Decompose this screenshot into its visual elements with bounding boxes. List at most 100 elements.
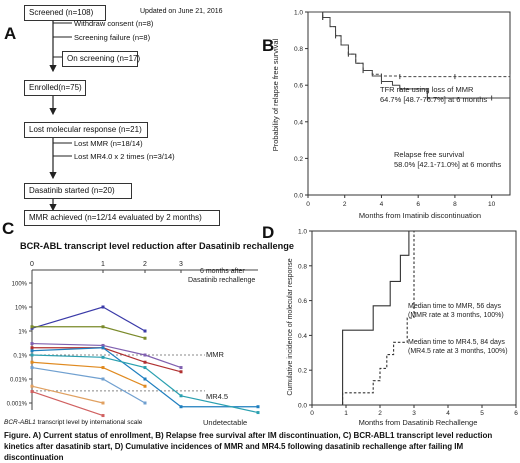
c-x-end-line1: 6 months after <box>200 268 245 275</box>
c-patient-point <box>101 366 105 370</box>
b-tfr-line2: 64.7% [48.7-76.7%] at 6 months <box>380 95 487 104</box>
d-mr45-curve <box>312 230 516 406</box>
enrolled-box: Enrolled(n=75) <box>24 80 86 96</box>
c-patient-point <box>143 384 147 388</box>
lost-mr4: Lost MR4.0 x 2 times (n=3/14) <box>74 152 175 161</box>
c-footnote: BCR-ABL1 transcript level by internation… <box>4 419 142 426</box>
c-xtick-label: 0 <box>30 261 34 268</box>
b-ytick-label: 0.6 <box>294 83 303 90</box>
panel-a: A Updated on June 21, 2016 Screened (n=1… <box>0 0 260 226</box>
incidence-chart: 0.0 0.2 0.4 0.6 0.8 1.0 0 1 2 3 4 5 6 Median time to… <box>287 229 518 428</box>
c-patient-point <box>256 411 260 415</box>
b-xtick-label: 8 <box>453 201 457 208</box>
c-patient-point <box>256 405 260 409</box>
c-mr45-label: MR4.5 <box>206 392 228 401</box>
d-ann2-line1: Median time to MR4.5, 84 days <box>408 339 505 346</box>
c-patient-point <box>101 343 105 347</box>
b-tfr-line1: TFR rate using loss of MMR <box>380 85 474 94</box>
panel-d-letter: D <box>262 223 275 242</box>
c-patient-line <box>31 306 146 332</box>
c-xtick-label: 2 <box>143 261 147 268</box>
b-rfs-line2: 58.0% [42.1-71.0%] at 6 months <box>394 160 501 169</box>
b-rfs-line1: Relapse free survival <box>394 150 464 159</box>
b-xtick-label: 4 <box>380 201 384 208</box>
c-footnote-gene: BCR-ABL1 <box>4 419 36 426</box>
c-patient-point <box>30 366 34 370</box>
transcript-chart: 0 1 2 3 100% 10% 1% 0.1% 0.01% 0.001% 6 months af… <box>7 261 260 427</box>
c-patient-point <box>179 405 183 409</box>
c-ytick-label: 0.001% <box>7 402 28 408</box>
d-xtick-label: 4 <box>446 410 450 417</box>
c-xtick-label: 1 <box>101 261 105 268</box>
c-patient-point <box>179 370 183 374</box>
updated-date: Updated on June 21, 2016 <box>140 8 223 15</box>
rfs-chart: 0.0 0.2 0.4 0.6 0.8 1.0 0 2 4 6 8 10 TFR rate using… <box>271 10 511 220</box>
c-patient-point <box>30 346 34 350</box>
d-mmr-curve <box>312 230 516 406</box>
d-xtick-label: 6 <box>514 410 518 417</box>
b-xtick-label: 0 <box>306 201 310 208</box>
panel-b-letter: B <box>262 36 275 55</box>
c-patient-point <box>101 305 105 309</box>
c-patient-line <box>31 385 104 404</box>
c-mmr-label: MMR <box>206 350 224 359</box>
c-ytick-label: 1% <box>18 330 27 336</box>
d-ann2-line2: (MR4.5 rate at 3 months, 100%) <box>408 348 508 355</box>
c-patient-line <box>31 390 104 417</box>
c-patient-point <box>143 353 147 357</box>
c-patient-point <box>101 346 105 350</box>
dasatinib-box: Dasatinib started (n=20) <box>24 183 132 199</box>
c-xtick-label: 3 <box>179 261 183 268</box>
d-ytick-label: 0.4 <box>298 333 307 340</box>
panel-a-letter: A <box>4 24 17 43</box>
c-patient-point <box>143 329 147 333</box>
c-title: BCR-ABL transcript level reduction after… <box>20 241 294 251</box>
withdraw-consent: Withdraw consent (n=8) <box>74 19 154 28</box>
b-xlabel: Months from Imatinib discontinuation <box>359 211 481 220</box>
c-patient-point <box>101 325 105 329</box>
c-patient-point <box>101 355 105 359</box>
d-ytick-label: 0.6 <box>298 298 307 305</box>
d-xtick-label: 5 <box>480 410 484 417</box>
on-screening-box: On screening (n=17) <box>62 51 140 67</box>
c-patient-point <box>30 349 34 353</box>
d-ann1-line2: (MMR rate at 3 months, 100%) <box>408 312 504 319</box>
c-patient-point <box>30 353 34 357</box>
d-xtick-label: 1 <box>344 410 348 417</box>
b-xtick-label: 10 <box>488 201 496 208</box>
b-ylabel: Probability of relapse free survival <box>271 38 280 151</box>
c-ytick-label: 0.01% <box>10 378 28 384</box>
c-undetectable-label: Undetectable <box>203 418 247 427</box>
c-x-end-line2: Dasatinib rechallenge <box>188 277 255 284</box>
screening-failure: Screening failure (n=8) <box>74 33 151 42</box>
panel-c: C BCR-ABL transcript level reduction aft… <box>0 219 294 430</box>
lost-molecular-box: Lost molecular response (n=21) <box>24 122 148 138</box>
d-ytick-label: 1.0 <box>298 229 307 236</box>
c-patient-point <box>143 336 147 340</box>
c-patient-point <box>30 360 34 364</box>
c-patient-point <box>143 360 147 364</box>
b-ytick-label: 0.2 <box>294 156 303 163</box>
c-patient-point <box>30 390 34 394</box>
d-ytick-label: 0.0 <box>298 403 307 410</box>
d-ytick-label: 0.2 <box>298 368 307 375</box>
panel-b: B 0.0 0.2 0.4 0.6 0.8 1.0 0 2 4 6 8 10 TFR rate usi… <box>260 0 520 225</box>
screened-box: Screened (n=108) <box>24 5 106 21</box>
b-ytick-label: 0.4 <box>294 119 303 126</box>
c-patient-line <box>32 326 146 339</box>
c-patient-point <box>179 394 183 398</box>
c-patient-point <box>179 366 183 370</box>
c-ytick-label: 0.1% <box>13 354 27 360</box>
d-xtick-label: 3 <box>412 410 416 417</box>
c-ytick-label: 100% <box>12 282 28 288</box>
figure-caption: Figure. A) Current status of enrollment,… <box>4 431 493 462</box>
d-ylabel: Cumulative incidence of molecular respon… <box>287 258 294 395</box>
panel-d: D 0.0 0.2 0.4 0.6 0.8 1.0 0 1 2 3 4 5 6 Median time … <box>260 223 520 430</box>
d-ann1-line1: Median time to MMR, 56 days <box>408 303 501 310</box>
mmr-achieved-box: MMR achieved (n=12/14 evaluated by 2 mon… <box>24 210 220 226</box>
panel-c-letter: C <box>2 219 15 238</box>
c-patient-line <box>31 342 182 369</box>
b-ytick-label: 0.0 <box>294 193 303 200</box>
c-patient-point <box>143 366 147 370</box>
c-patient-point <box>101 377 105 381</box>
